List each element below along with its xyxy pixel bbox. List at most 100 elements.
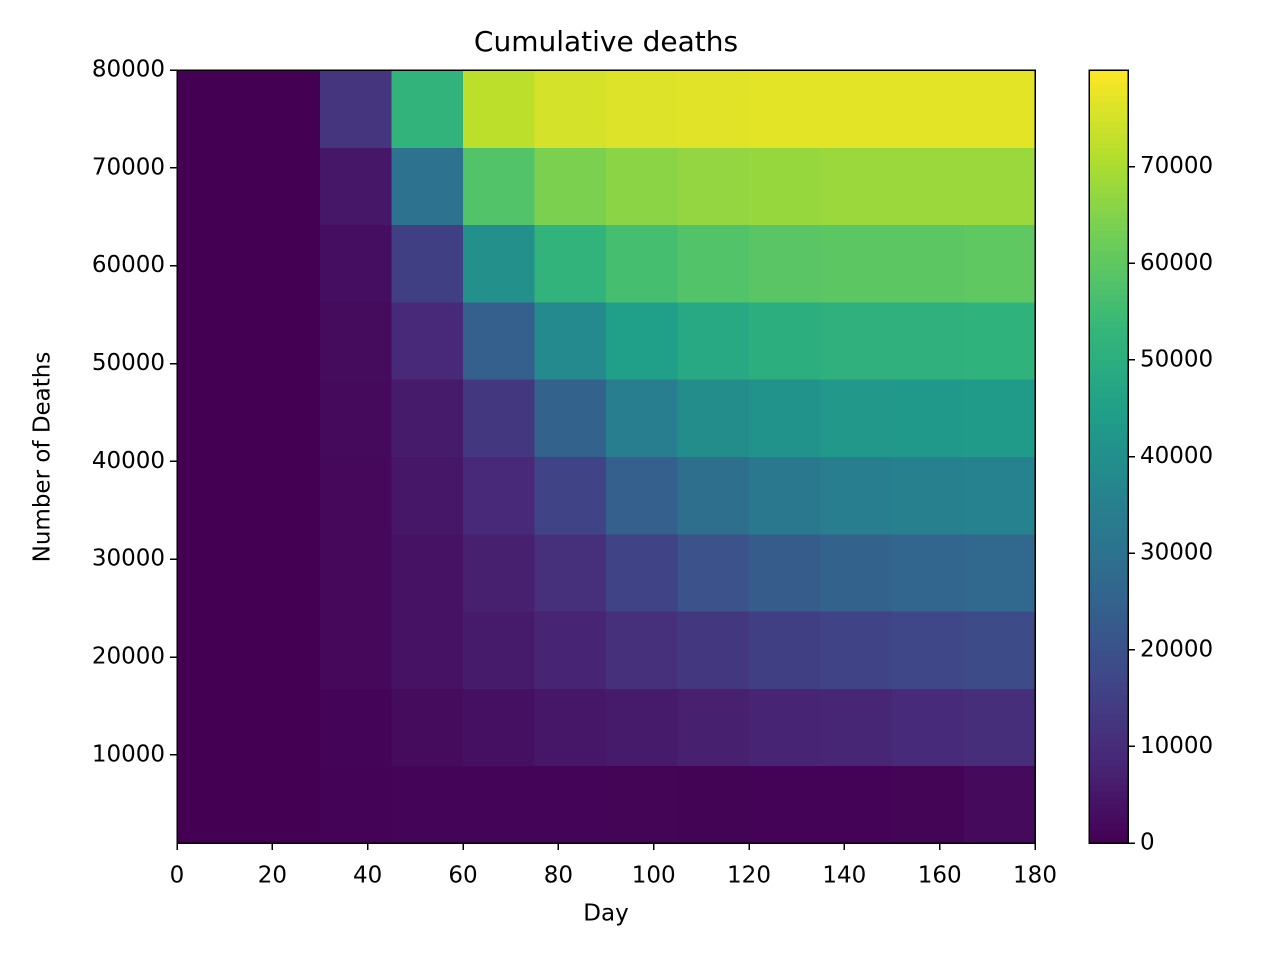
heatmap-cell [391, 70, 464, 148]
colorbar-segment [1089, 450, 1128, 458]
heatmap-cell [248, 456, 321, 535]
colorbar-segment [1089, 727, 1128, 735]
colorbar-segment [1089, 527, 1128, 535]
x-tick-label: 120 [727, 863, 771, 889]
heatmap-cell [248, 301, 321, 380]
heatmap-cell [963, 765, 1036, 844]
colorbar-segment [1089, 772, 1128, 780]
colorbar-segment [1089, 720, 1128, 728]
colorbar-segment [1089, 553, 1128, 561]
colorbar-segment [1089, 739, 1128, 747]
heatmap-cell [892, 224, 964, 303]
x-tick-label: 180 [1013, 863, 1057, 889]
colorbar-segment [1089, 604, 1128, 612]
colorbar-segment [1089, 301, 1128, 309]
heatmap-cell [177, 379, 249, 457]
colorbar-segment [1089, 250, 1128, 258]
colorbar-segment [1089, 681, 1128, 689]
heatmap-cell [749, 688, 821, 767]
colorbar-segment [1089, 508, 1128, 516]
colorbar-segment [1089, 791, 1128, 799]
x-tick-label: 60 [448, 863, 477, 889]
colorbar-segment [1089, 430, 1128, 438]
colorbar-segment [1089, 134, 1128, 142]
heatmap-cell [177, 147, 249, 226]
heatmap-cell [892, 379, 964, 457]
heatmap-cell [677, 456, 750, 535]
heatmap-cell [892, 70, 964, 148]
heatmap-cell [534, 224, 607, 303]
y-tick-label: 20000 [92, 644, 165, 670]
colorbar-segment [1089, 578, 1128, 586]
colorbar-segment [1089, 514, 1128, 522]
heatmap-cell [820, 688, 893, 767]
colorbar-segment [1089, 295, 1128, 303]
y-tick-label: 60000 [92, 252, 165, 278]
colorbar-segment [1089, 256, 1128, 264]
colorbar-segment [1089, 392, 1128, 400]
colorbar-segment [1089, 70, 1128, 78]
colorbar-tick-label: 50000 [1140, 346, 1213, 372]
colorbar-segment [1089, 694, 1128, 702]
heatmap-cell [892, 147, 964, 226]
heatmap-cell [391, 147, 464, 226]
heatmap-cell [963, 224, 1036, 303]
colorbar-segment [1089, 533, 1128, 541]
heatmap-cell [963, 301, 1036, 380]
heatmap-cell [177, 70, 249, 148]
chart-title: Cumulative deaths [474, 25, 738, 58]
heatmap-cell [534, 688, 607, 767]
colorbar-segment [1089, 823, 1128, 831]
colorbar-segment [1089, 353, 1128, 361]
heatmap-cell [248, 70, 321, 148]
colorbar-segment [1089, 308, 1128, 316]
heatmap-cell [749, 456, 821, 535]
heatmap-cell [820, 611, 893, 689]
colorbar-segment [1089, 643, 1128, 651]
y-tick-label: 50000 [92, 350, 165, 376]
colorbar-segment [1089, 817, 1128, 825]
colorbar-segment [1089, 218, 1128, 226]
heatmap-cell [534, 147, 607, 226]
heatmap-cell [177, 688, 249, 767]
y-tick-label: 30000 [92, 546, 165, 572]
heatmap-cell [749, 70, 821, 148]
heatmap-cell [677, 379, 750, 457]
colorbar-segment [1089, 546, 1128, 554]
heatmap-cell [820, 456, 893, 535]
heatmap-cell [820, 379, 893, 457]
colorbar-segment [1089, 623, 1128, 632]
heatmap-cell [606, 70, 678, 148]
heatmap-cell [677, 765, 750, 844]
colorbar-segment [1089, 707, 1128, 715]
colorbar-segment [1089, 346, 1128, 355]
colorbar-segment [1089, 89, 1128, 97]
colorbar-segment [1089, 237, 1128, 245]
heatmap-cell [677, 70, 750, 148]
x-tick-label: 40 [353, 863, 382, 889]
heatmap-cell [391, 533, 464, 612]
heatmap-cell [463, 147, 535, 226]
heatmap-cell [749, 533, 821, 612]
heatmap-cell [606, 533, 678, 612]
colorbar-segment [1089, 340, 1128, 348]
colorbar-segment [1089, 482, 1128, 490]
heatmap-cell [534, 611, 607, 689]
colorbar-segment [1089, 701, 1128, 709]
heatmap-cell [534, 301, 607, 380]
colorbar-segment [1089, 359, 1128, 367]
colorbar-segment [1089, 443, 1128, 451]
colorbar-segment [1089, 289, 1128, 297]
x-tick-label: 0 [170, 863, 185, 889]
x-tick-label: 80 [544, 863, 573, 889]
y-tick-label: 80000 [92, 57, 165, 83]
heatmap-cell [248, 688, 321, 767]
heatmap-cell [606, 611, 678, 689]
heatmap-cell [892, 765, 964, 844]
heatmap-cell [606, 379, 678, 457]
heatmap-cell [463, 765, 535, 844]
heatmap-cell [320, 301, 392, 380]
heatmap-cell [892, 533, 964, 612]
colorbar-segment [1089, 327, 1128, 335]
